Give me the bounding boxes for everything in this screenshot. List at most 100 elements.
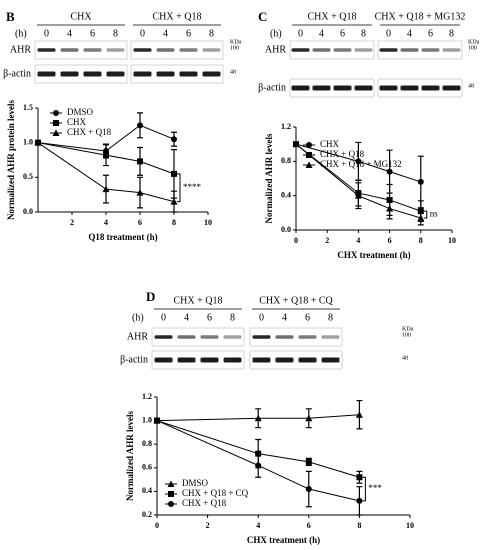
- series-line: [156, 420, 360, 478]
- marker: [168, 491, 174, 497]
- blot-band: [200, 335, 219, 339]
- marker: [102, 185, 110, 193]
- blot-band: [321, 335, 340, 339]
- time-label: (h): [15, 28, 27, 39]
- series-line: [37, 124, 175, 152]
- legend-label: CHX: [67, 117, 87, 127]
- marker: [356, 497, 363, 504]
- kda-marker: 100: [468, 45, 477, 51]
- group-label: CHX + Q18: [153, 11, 202, 22]
- group-label: CHX + Q18: [174, 295, 223, 306]
- marker: [356, 474, 363, 481]
- time-label: 4: [184, 312, 189, 323]
- marker: [154, 417, 160, 424]
- blot-band: [133, 48, 152, 52]
- blot-band: [442, 48, 461, 52]
- time-label: 8: [328, 312, 333, 323]
- x-tick-label: 8: [419, 236, 423, 245]
- marker: [354, 192, 362, 199]
- blot-band: [83, 48, 102, 52]
- blot-band: [400, 85, 419, 91]
- legend-label: CHX + Q18 + MG132: [320, 159, 402, 169]
- marker: [53, 120, 59, 126]
- x-tick-label: 0: [155, 521, 159, 530]
- blot-band: [177, 335, 196, 339]
- kda-marker: 100: [230, 45, 239, 51]
- y-tick-label: 0.6: [142, 463, 152, 472]
- x-tick-label: 2: [70, 218, 74, 227]
- blot-band: [179, 48, 198, 52]
- time-label: 0: [161, 312, 166, 323]
- legend-label: CHX + Q18 + CQ: [182, 488, 249, 498]
- blot-frame: [130, 64, 224, 84]
- x-tick-label: 8: [172, 218, 176, 227]
- blot-band: [156, 48, 175, 52]
- marker: [53, 110, 59, 116]
- group-label: CHX + Q18 + MG132: [375, 11, 466, 22]
- blot-frame: [377, 40, 463, 60]
- annotation: ns: [430, 209, 439, 219]
- blot-frame: [289, 40, 375, 60]
- blot-band: [421, 48, 440, 52]
- blot-frame: [151, 350, 245, 370]
- time-label: 4: [67, 28, 72, 39]
- group-label: CHX + Q18: [308, 11, 357, 22]
- kda-label: KDa: [402, 326, 414, 332]
- time-label: 8: [449, 28, 454, 39]
- x-tick-label: 4: [256, 521, 260, 530]
- blot-band: [202, 48, 221, 52]
- blot-band: [291, 85, 310, 91]
- marker: [167, 480, 175, 487]
- x-tick-label: 2: [325, 236, 329, 245]
- blot-frame: [34, 40, 128, 60]
- row-label: AHR: [10, 44, 31, 55]
- y-axis-label: Normalized AHR levels: [264, 133, 274, 223]
- time-label: 6: [340, 28, 345, 39]
- annotation: ***: [368, 483, 382, 493]
- marker: [386, 168, 393, 175]
- blot-band: [200, 357, 219, 363]
- blot-frame: [377, 78, 463, 98]
- y-tick-label: 1.2: [281, 122, 291, 131]
- time-label: 4: [407, 28, 412, 39]
- marker: [137, 158, 143, 165]
- y-tick-label: 0.4: [281, 190, 291, 199]
- marker: [254, 414, 262, 422]
- marker: [168, 501, 174, 507]
- blot-band: [202, 71, 221, 77]
- row-label: β-actin: [3, 68, 31, 79]
- time-label: 4: [163, 28, 168, 39]
- marker: [52, 129, 60, 136]
- y-tick-label: 0.4: [142, 486, 152, 495]
- y-tick-label: 0.8: [142, 439, 152, 448]
- blot-band: [275, 335, 294, 339]
- x-tick-label: 0: [294, 236, 298, 245]
- blot-band: [60, 71, 79, 77]
- marker: [255, 462, 262, 469]
- marker: [292, 140, 300, 148]
- blot-band: [156, 71, 175, 77]
- time-label: 6: [428, 28, 433, 39]
- blot-band: [179, 71, 198, 77]
- sig-bracket: [177, 173, 181, 203]
- marker: [136, 189, 144, 196]
- marker: [305, 414, 313, 422]
- x-tick-label: 10: [406, 521, 414, 530]
- y-tick-label: 0.2: [142, 510, 152, 519]
- kda-marker: 48: [468, 83, 474, 89]
- marker: [417, 178, 424, 185]
- blot-band: [106, 48, 125, 52]
- x-tick-label: 6: [138, 218, 142, 227]
- time-label: 6: [186, 28, 191, 39]
- series-line: [295, 143, 421, 212]
- x-axis-label: CHX treatment (h): [337, 250, 410, 260]
- blot-band: [154, 357, 173, 363]
- blot-band: [379, 48, 398, 52]
- marker: [170, 198, 178, 205]
- x-tick-label: 10: [204, 218, 212, 227]
- time-label: 8: [230, 312, 235, 323]
- row-label: β-actin: [120, 354, 148, 365]
- blot-band: [275, 357, 294, 363]
- y-tick-label: 1.2: [142, 392, 152, 401]
- blot-band: [333, 85, 352, 91]
